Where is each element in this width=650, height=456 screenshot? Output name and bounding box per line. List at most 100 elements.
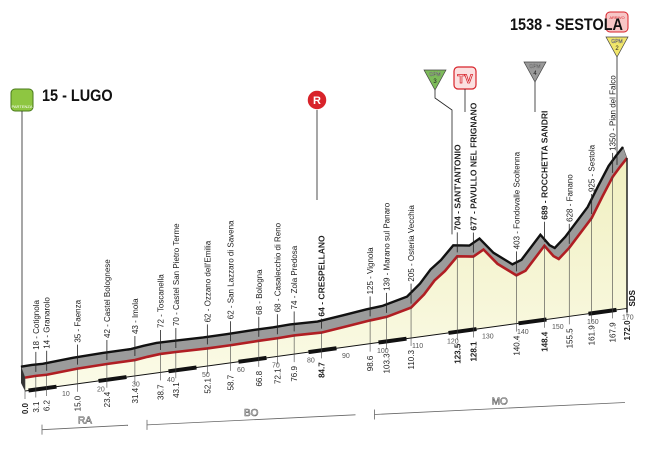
km-tick-label: 120 bbox=[447, 338, 459, 345]
gpm-text: GPM bbox=[529, 64, 540, 70]
place-label: 35 - Faenza bbox=[74, 299, 83, 342]
place-label: 689 - ROCCHETTA SANDRI bbox=[539, 111, 549, 220]
province-bracket bbox=[374, 402, 626, 415]
place-label: 68 - Bologna bbox=[255, 269, 264, 315]
km-tick-label: 140 bbox=[517, 329, 529, 336]
feed-zone-text: R bbox=[313, 95, 321, 107]
km-label: 128.1 bbox=[469, 341, 478, 362]
place-label: 68 - Casalecchio di Reno bbox=[273, 222, 282, 312]
km-label: 161.9 bbox=[588, 325, 597, 346]
place-label: 403 - Fondovalle Scoltenna bbox=[512, 151, 521, 249]
km-tick-label: 160 bbox=[587, 319, 599, 326]
km-label: 172.0 bbox=[623, 320, 632, 341]
km-label: 3.1 bbox=[32, 401, 41, 413]
km-bar-segment bbox=[518, 317, 547, 326]
place-label: 62 - San Lazzaro di Savena bbox=[226, 220, 235, 319]
profile-top-outline bbox=[20, 146, 624, 368]
km-tick-label: 90 bbox=[342, 353, 350, 360]
km-tick-label: 10 bbox=[62, 391, 70, 398]
place-label: 205 - Osteria Vecchia bbox=[407, 205, 416, 282]
gpm-number: 4 bbox=[533, 71, 537, 77]
km-label: 103.3 bbox=[383, 353, 392, 374]
gpm-number: 3 bbox=[433, 79, 437, 85]
km-tick-label: 80 bbox=[307, 358, 315, 365]
km-bar-segment bbox=[238, 355, 267, 364]
profile-line bbox=[24, 157, 629, 379]
km-tick-label: 130 bbox=[482, 334, 494, 341]
km-label: 38.7 bbox=[156, 384, 165, 400]
km-tick-label: 150 bbox=[552, 324, 564, 331]
km-label: 15.0 bbox=[74, 395, 83, 411]
km-label: 84.7 bbox=[317, 362, 326, 378]
km-label: 76.9 bbox=[290, 366, 299, 382]
gpm-text: GPM bbox=[429, 72, 440, 78]
km-label: 58.7 bbox=[226, 374, 235, 390]
finish-title: 1538 - SESTOLA bbox=[510, 15, 623, 34]
place-label: 677 - PAVULLO NEL FRIGNANO bbox=[468, 102, 478, 230]
km-tick-label: 30 bbox=[132, 382, 140, 389]
km-label: 140.4 bbox=[512, 335, 521, 356]
finish-badge-icon bbox=[605, 11, 629, 33]
gpm-stem bbox=[434, 90, 453, 235]
place-label: 74 - Zola Predosa bbox=[290, 245, 299, 309]
km-tick-label: 60 bbox=[237, 367, 245, 374]
km-label: 148.4 bbox=[540, 331, 549, 352]
km-tick-label: 170 bbox=[622, 314, 634, 321]
start-badge-text: PARTENZA bbox=[12, 104, 33, 109]
km-label: 110.3 bbox=[407, 350, 416, 370]
km-label: 66.8 bbox=[255, 370, 264, 386]
place-label: 43 - Imola bbox=[131, 298, 140, 334]
province-label: BO bbox=[244, 408, 259, 419]
place-label: 139 - Marano sul Panaro bbox=[383, 202, 392, 291]
km-label: 23.4 bbox=[103, 391, 112, 407]
place-label: 704 - SANT'ANTONIO bbox=[452, 144, 462, 230]
km-label: 52.1 bbox=[203, 377, 212, 393]
place-label: 62 - Ozzano dell'Emilia bbox=[203, 240, 212, 322]
km-bar-segment bbox=[98, 375, 127, 383]
place-label: 70 - Castel San Pietro Terme bbox=[172, 223, 181, 326]
place-label: 42 - Castel Bolognese bbox=[103, 259, 112, 338]
km-bar-segment bbox=[168, 365, 197, 374]
km-bar-segment bbox=[378, 336, 407, 345]
km-tick-label: 40 bbox=[167, 377, 175, 384]
province-bracket bbox=[146, 414, 356, 426]
gpm-text: GPM bbox=[611, 39, 622, 45]
km-label: 167.9 bbox=[609, 322, 618, 343]
place-label: 18 - Cotignola bbox=[32, 300, 41, 350]
km-bar-segment bbox=[588, 307, 617, 316]
km-bar-segment bbox=[448, 327, 477, 335]
km-label: 98.6 bbox=[366, 355, 375, 371]
km-label: 72.1 bbox=[273, 368, 282, 384]
gpm-4-icon bbox=[523, 61, 547, 83]
profile-start-face bbox=[21, 366, 25, 391]
km-label: 123.5 bbox=[453, 343, 462, 364]
km-bar-segment bbox=[28, 384, 57, 393]
place-label: 64 - CRESPELLANO bbox=[316, 235, 326, 317]
gpm-2-icon bbox=[605, 36, 629, 58]
finish-badge-text: ARRIVO bbox=[609, 15, 624, 20]
km-bar-segment bbox=[308, 346, 337, 355]
place-label: 14 - Granarolo bbox=[43, 297, 52, 349]
gpm-number: 2 bbox=[615, 46, 619, 52]
km-tick-label: 110 bbox=[412, 343, 423, 350]
km-tick-label: 20 bbox=[97, 386, 105, 393]
sds-label: SDS bbox=[628, 289, 637, 306]
km-label: 43.1 bbox=[172, 382, 181, 398]
km-tick-label: 100 bbox=[377, 348, 389, 355]
gpm-3-icon bbox=[423, 69, 447, 91]
tv-text: TV bbox=[457, 72, 472, 86]
start-title: 15 - LUGO bbox=[42, 86, 113, 105]
km-label: 155.5 bbox=[565, 328, 574, 349]
place-label: 72 - Toscanella bbox=[156, 274, 165, 328]
km-tick-label: 70 bbox=[272, 362, 280, 369]
km-label: 31.4 bbox=[131, 387, 140, 403]
place-label: 125 - Vignola bbox=[366, 247, 375, 295]
province-label: MO bbox=[492, 396, 508, 407]
place-label: 628 - Fanano bbox=[565, 174, 574, 222]
km-label: 6.2 bbox=[43, 399, 52, 411]
place-label: 1350 - Pian del Falco bbox=[609, 75, 618, 151]
province-label: RA bbox=[78, 415, 92, 426]
place-label: 925 - Sestola bbox=[588, 144, 597, 192]
km-tick-label: 50 bbox=[202, 372, 210, 379]
